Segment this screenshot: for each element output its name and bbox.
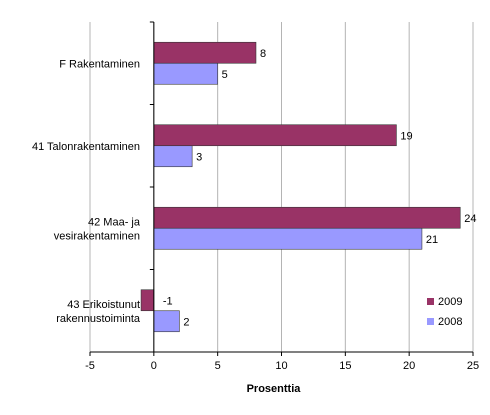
category-label: 42 Maa- ja — [88, 216, 141, 228]
bar-2008 — [153, 310, 180, 333]
category-labels: F Rakentaminen 41 Talonrakentaminen 42 Maa… — [32, 58, 141, 325]
x-tick-label: 20 — [403, 360, 415, 372]
data-label: 3 — [196, 151, 202, 163]
legend: 2009 2008 — [427, 296, 462, 328]
data-label: 24 — [464, 213, 476, 225]
data-label: 2 — [183, 316, 189, 328]
bar-2008 — [153, 145, 193, 168]
x-tick-label: 15 — [339, 360, 351, 372]
x-axis: -5 0 5 10 15 20 25 — [85, 351, 479, 372]
bar-2008 — [153, 62, 218, 85]
data-label: 5 — [222, 69, 228, 81]
bars — [140, 41, 461, 333]
bar-2008 — [153, 227, 423, 250]
legend-swatch-2008 — [427, 318, 434, 325]
category-label: vesirakentaminen — [54, 230, 140, 242]
data-label: -1 — [163, 295, 173, 307]
x-tick-label: 0 — [151, 360, 157, 372]
legend-label: 2008 — [438, 316, 462, 328]
bar-2009 — [153, 206, 461, 229]
data-label: 21 — [426, 234, 438, 246]
x-tick-label: -5 — [85, 360, 95, 372]
legend-label: 2009 — [438, 296, 462, 308]
category-label: 41 Talonrakentaminen — [32, 141, 140, 153]
bar-2009 — [153, 41, 257, 64]
x-axis-title: Prosenttia — [247, 383, 302, 395]
legend-swatch-2009 — [427, 298, 434, 305]
x-tick-label: 10 — [275, 360, 287, 372]
bar-2009 — [140, 289, 155, 312]
category-label: rakennustoiminta — [56, 313, 141, 325]
x-tick-label: 5 — [215, 360, 221, 372]
data-labels: 8 5 19 3 24 21 -1 2 — [163, 48, 477, 329]
data-label: 19 — [400, 130, 412, 142]
category-label: F Rakentaminen — [59, 58, 140, 70]
bar-2009 — [153, 124, 397, 147]
category-label: 43 Erikoistunut — [67, 299, 140, 311]
data-label: 8 — [260, 48, 266, 60]
x-tick-label: 25 — [467, 360, 479, 372]
